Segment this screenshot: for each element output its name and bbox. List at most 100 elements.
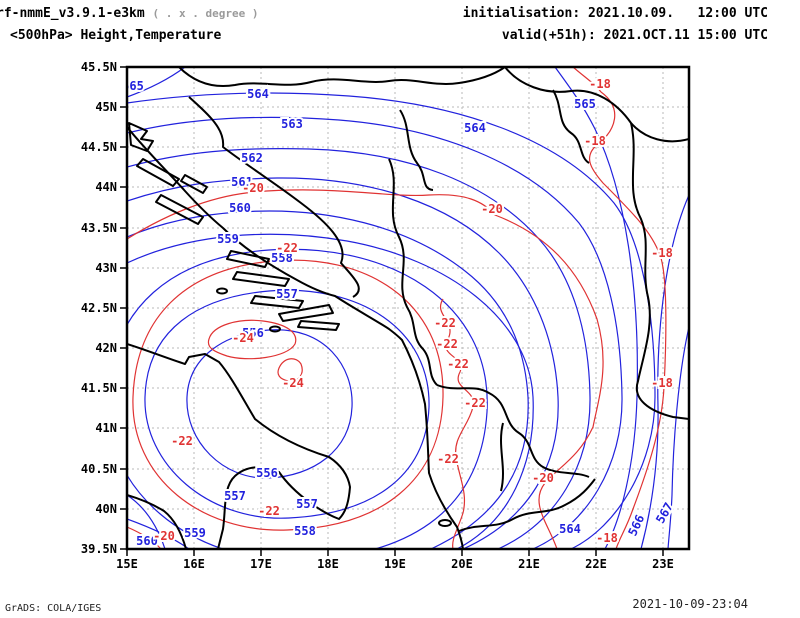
y-tick-label: 45.5N <box>81 60 117 74</box>
island-brac <box>226 250 270 268</box>
height-contour-565-nw <box>127 67 186 98</box>
island-corfu <box>438 519 452 527</box>
border-croatia-bosnia <box>188 96 360 298</box>
temp-contour--20-main <box>127 189 604 549</box>
height-label: 564 <box>464 121 486 135</box>
temperature-label: -18 <box>651 246 673 260</box>
height-label: 566 <box>625 513 647 539</box>
temperature-label: -22 <box>436 337 458 351</box>
grads-credit: GrADS: COLA/IGES <box>5 603 102 614</box>
height-contour-562 <box>127 147 591 549</box>
coast-italy-tyrrhenian <box>127 494 187 549</box>
height-label: 559 <box>217 232 239 246</box>
y-tick-label: 39.5N <box>81 542 117 556</box>
x-tick-label: 20E <box>451 557 473 571</box>
temp-contour--24-a <box>207 319 297 360</box>
height-contour-565-ne <box>554 67 638 549</box>
height-contour-560-sw <box>127 494 166 549</box>
height-label: 560 <box>229 201 251 215</box>
height-label: 558 <box>294 524 316 538</box>
temperature-label: -20 <box>242 181 264 195</box>
height-label: 558 <box>271 251 293 265</box>
island-krk <box>128 122 154 152</box>
height-label: 557 <box>296 497 318 511</box>
map-frame <box>125 65 691 551</box>
x-tick-label: 15E <box>116 557 138 571</box>
temp-contour--18 <box>572 67 667 549</box>
temperature-label: -22 <box>437 452 459 466</box>
model-name: rf-nmmE_v3.9.1-e3km <box>0 6 145 21</box>
valid-time: valid(+51h): 2021.OCT.11 15:00 UTC <box>501 28 768 43</box>
border-kosovo-macedonia <box>436 384 590 478</box>
x-tick-label: 22E <box>585 557 607 571</box>
island-cres <box>180 174 208 194</box>
island-pag <box>136 158 180 187</box>
y-tick-label: 45N <box>95 100 117 114</box>
y-tick-label: 43.5N <box>81 221 117 235</box>
contour-labels: 565 564 563 562 561 560 559 558 557 556 556 557 557 5… <box>122 75 678 549</box>
coast-italy-adriatic <box>127 343 351 549</box>
temperature-label: -22 <box>258 504 280 518</box>
map-svg: 565 564 563 562 561 560 559 558 557 556 556 557 557 5… <box>81 60 691 571</box>
y-tick-label: 41.5N <box>81 381 117 395</box>
axis-ticks <box>120 66 664 556</box>
height-contour-556 <box>186 329 353 479</box>
temperature-label: -22 <box>447 357 469 371</box>
border-serbia-hungary-romania <box>504 67 689 143</box>
height-label: 563 <box>281 117 303 131</box>
temp-contour--20-sw <box>127 526 162 549</box>
temperature-label: -18 <box>596 531 618 545</box>
axis-labels: 15E 16E 17E 18E 19E 20E 21E 22E 23E 45.5N 45N 44.5N… <box>81 60 674 571</box>
temperature-label: -22 <box>464 396 486 410</box>
height-label: 557 <box>224 489 246 503</box>
temperature-label: -20 <box>153 529 175 543</box>
height-label: 562 <box>241 151 263 165</box>
temp-contour--24-b <box>277 358 303 382</box>
y-tick-label: 40N <box>95 502 117 516</box>
x-tick-label: 19E <box>384 557 406 571</box>
y-tick-label: 44N <box>95 180 117 194</box>
y-tick-label: 44.5N <box>81 140 117 154</box>
border-serbia-romania-bulgaria <box>630 122 689 420</box>
contour-map: 565 564 563 562 561 560 559 558 557 556 556 557 557 5… <box>81 60 691 571</box>
coast-balkan-adriatic <box>127 126 464 549</box>
model-title: rf-nmmE_v3.9.1-e3km ( . x . degree ) <box>0 6 259 21</box>
height-label: 556 <box>242 326 264 340</box>
x-tick-label: 18E <box>317 557 339 571</box>
temperature-label: -18 <box>589 77 611 91</box>
x-tick-label: 17E <box>250 557 272 571</box>
height-contour-557 <box>144 289 430 519</box>
temperature-label: -22 <box>434 316 456 330</box>
y-tick-label: 43N <box>95 261 117 275</box>
height-label: 556 <box>256 466 278 480</box>
border-slovenia-hungary <box>178 67 506 87</box>
border-albania-macedonia <box>500 422 504 492</box>
island-hvar <box>232 271 290 287</box>
height-label: 565 <box>122 79 144 93</box>
x-tick-label: 21E <box>518 557 540 571</box>
geography <box>127 67 689 549</box>
island-korcula <box>250 295 304 309</box>
height-label: 560 <box>136 534 158 548</box>
x-tick-label: 23E <box>652 557 674 571</box>
temperature-label: -18 <box>584 134 606 148</box>
temperature-label: -20 <box>481 202 503 216</box>
height-label: 564 <box>247 87 269 101</box>
height-label: 564 <box>559 522 581 536</box>
temperature-label: -18 <box>651 376 673 390</box>
island-mljet <box>297 320 340 331</box>
y-tick-label: 41N <box>95 421 117 435</box>
temperature-label: -22 <box>171 434 193 448</box>
peninsula-peljesac <box>278 304 334 322</box>
temp-contour--22-loop <box>132 259 444 531</box>
island-dugi-otok <box>155 194 204 225</box>
island-vis <box>216 287 228 295</box>
product-title: <500hPa> Height,Temperature <box>10 28 222 43</box>
y-tick-label: 42N <box>95 341 117 355</box>
border-albania-greece <box>458 478 596 532</box>
temperature-label: -24 <box>282 376 304 390</box>
border-croatia-serbia-danube <box>399 109 434 191</box>
height-contour-559 <box>127 233 534 549</box>
height-label: 557 <box>276 287 298 301</box>
height-label: 567 <box>653 500 676 526</box>
